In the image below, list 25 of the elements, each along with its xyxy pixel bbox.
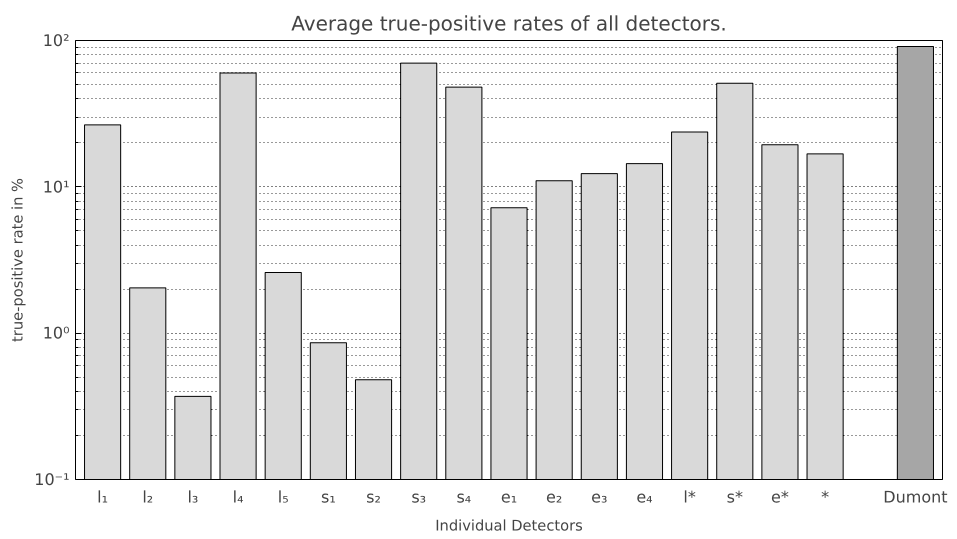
x-tick-label: l₂ xyxy=(142,488,154,506)
x-tick-label: l₄ xyxy=(232,488,244,506)
y-tick-label: 10¹ xyxy=(42,177,70,196)
x-tick-label: l₅ xyxy=(278,488,289,506)
chart-title: Average true-positive rates of all detectors. xyxy=(291,12,727,36)
x-tick-label: e* xyxy=(771,488,789,506)
x-tick-label: s* xyxy=(726,488,743,506)
y-axis-title: true-positive rate in % xyxy=(9,178,26,342)
x-tick-label: s₂ xyxy=(366,488,381,506)
x-tick-label: Dumont xyxy=(883,488,948,506)
x-tick-label: s₁ xyxy=(321,488,336,506)
x-tick-label: s₃ xyxy=(411,488,426,506)
x-tick-label: e₄ xyxy=(636,488,653,506)
x-tick-label: * xyxy=(821,488,830,506)
y-tick-label: 10⁻¹ xyxy=(34,470,70,489)
x-tick-label: l* xyxy=(683,488,696,506)
x-tick-label: l₃ xyxy=(187,488,198,506)
y-tick-label: 10⁰ xyxy=(42,324,70,343)
y-tick-label: 10² xyxy=(42,31,70,50)
x-tick-label: s₄ xyxy=(456,488,472,506)
x-tick-label: e₃ xyxy=(591,488,608,506)
x-tick-label: e₂ xyxy=(546,488,562,506)
x-tick-label: e₁ xyxy=(500,488,518,506)
x-tick-label: l₁ xyxy=(97,488,108,506)
x-axis-title: Individual Detectors xyxy=(435,518,583,534)
